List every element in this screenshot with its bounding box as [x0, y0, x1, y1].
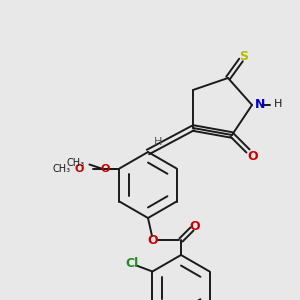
Text: CH₃: CH₃ — [52, 164, 70, 175]
Text: N: N — [255, 98, 266, 110]
Text: H: H — [274, 99, 282, 109]
Text: S: S — [239, 50, 248, 62]
Text: CH₃: CH₃ — [66, 158, 84, 169]
Text: O: O — [190, 220, 200, 232]
Text: O: O — [248, 149, 258, 163]
Text: O: O — [101, 164, 110, 173]
Text: H: H — [154, 137, 163, 147]
Text: O: O — [75, 164, 84, 173]
Text: O: O — [148, 233, 158, 247]
Text: Cl: Cl — [126, 257, 139, 270]
